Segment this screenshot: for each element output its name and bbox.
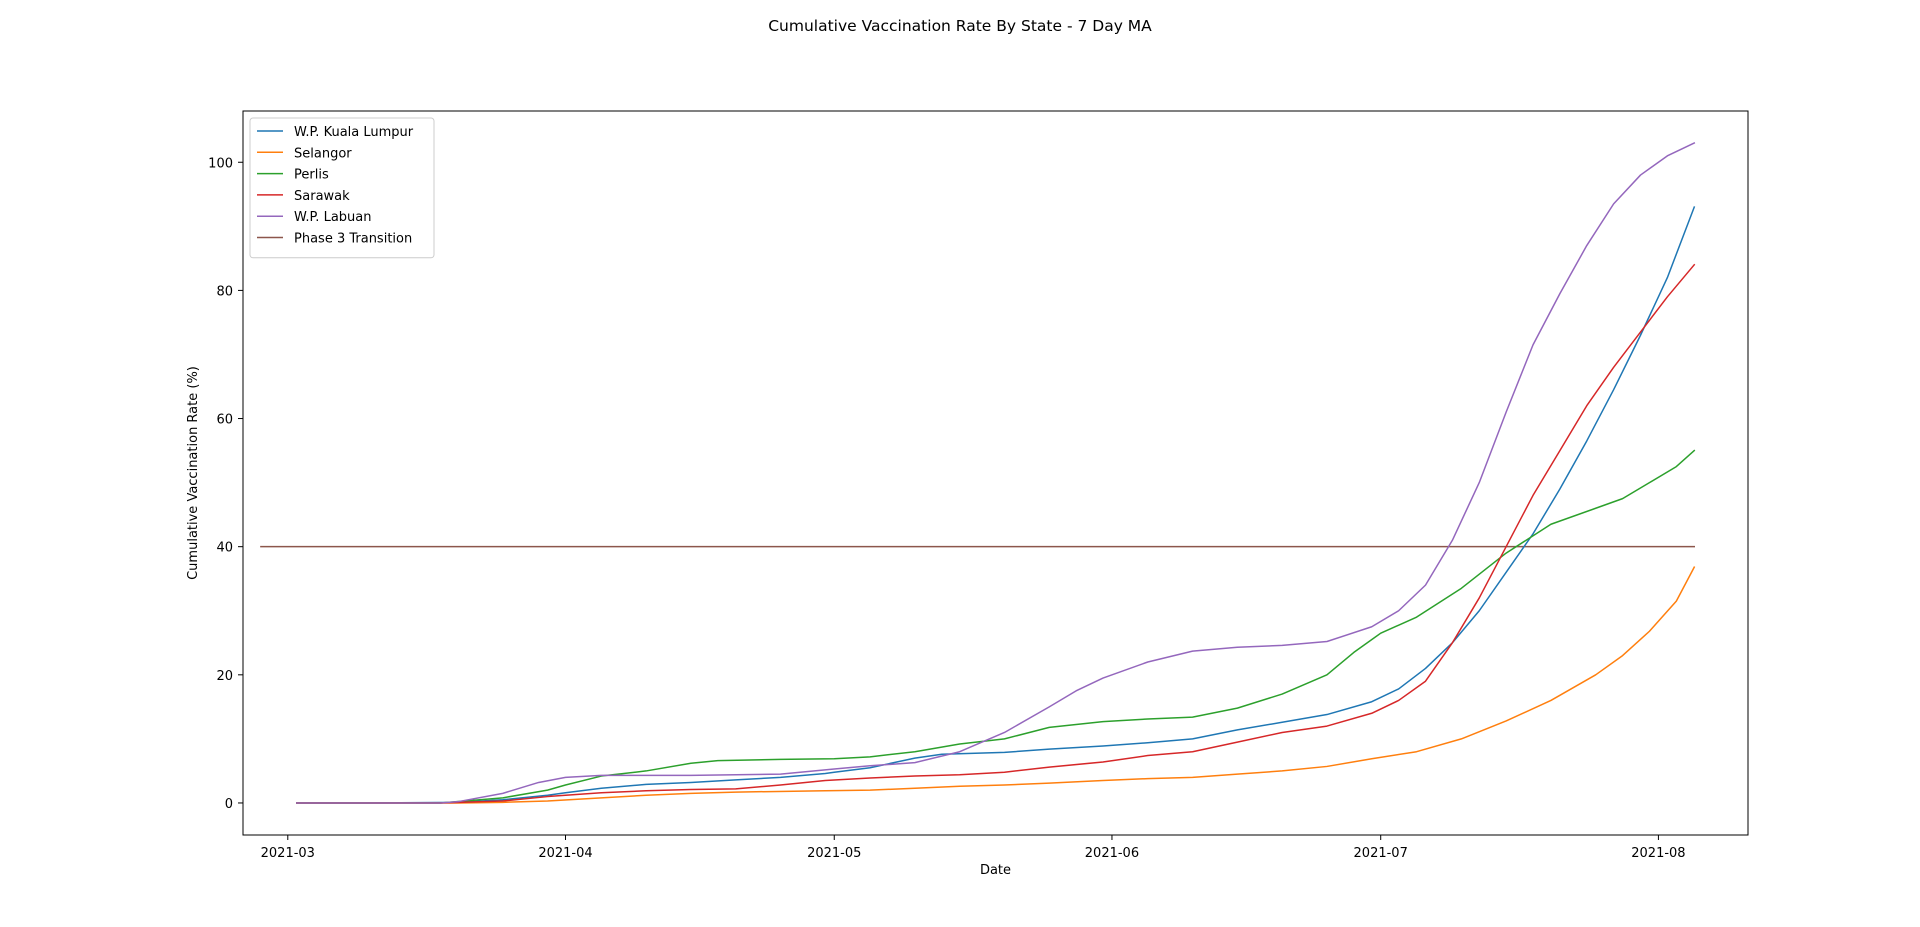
- legend-label: Phase 3 Transition: [294, 232, 412, 247]
- legend-item-sarawak: Sarawak: [257, 189, 350, 204]
- x-axis: 2021-03 2021-04 2021-05 2021-06 2021-07 2021-…: [261, 835, 1686, 861]
- legend-item-phase-3-transition: Phase 3 Transition: [257, 232, 412, 247]
- plot-area: [242, 110, 1749, 836]
- series-line-perlis: [296, 449, 1696, 804]
- legend: W.P. Kuala Lumpur Selangor Perlis Sarawak W.…: [249, 117, 435, 259]
- x-tick-label: 2021-06: [1085, 846, 1139, 861]
- y-tick-label: 100: [208, 156, 233, 171]
- axes-frame: [242, 110, 1749, 836]
- x-tick-label: 2021-04: [538, 846, 592, 861]
- x-tick-label: 2021-03: [261, 846, 315, 861]
- y-axis-label: Cumulative Vaccination Rate (%): [186, 366, 201, 580]
- y-tick-label: 80: [216, 284, 233, 299]
- legend-item-perlis: Perlis: [257, 168, 329, 183]
- legend-label: Selangor: [294, 146, 352, 161]
- y-axis: 0 20 40 60 80 100: [208, 156, 243, 812]
- y-tick-label: 60: [216, 413, 233, 428]
- series-line-w-p-labuan: [296, 142, 1696, 804]
- series-line-selangor: [296, 566, 1696, 804]
- legend-label: W.P. Kuala Lumpur: [294, 125, 414, 140]
- x-tick-label: 2021-05: [807, 846, 861, 861]
- legend-box: [249, 117, 435, 259]
- y-tick-label: 40: [216, 541, 233, 556]
- legend-label: Sarawak: [294, 189, 350, 204]
- series-layer: [260, 142, 1696, 804]
- x-tick-label: 2021-07: [1354, 846, 1408, 861]
- legend-label: Perlis: [294, 168, 329, 183]
- legend-label: W.P. Labuan: [294, 210, 371, 225]
- chart-title: Cumulative Vaccination Rate By State - 7…: [768, 17, 1152, 35]
- series-line-w-p-kuala-lumpur: [296, 206, 1696, 804]
- y-tick-label: 20: [216, 669, 233, 684]
- legend-item-w-p-labuan: W.P. Labuan: [257, 210, 371, 225]
- legend-item-selangor: Selangor: [257, 146, 352, 161]
- y-tick-label: 0: [225, 797, 233, 812]
- series-line-sarawak: [296, 263, 1696, 804]
- x-axis-label: Date: [980, 863, 1011, 878]
- x-tick-label: 2021-08: [1631, 846, 1685, 861]
- legend-item-w-p-kuala-lumpur: W.P. Kuala Lumpur: [257, 125, 414, 140]
